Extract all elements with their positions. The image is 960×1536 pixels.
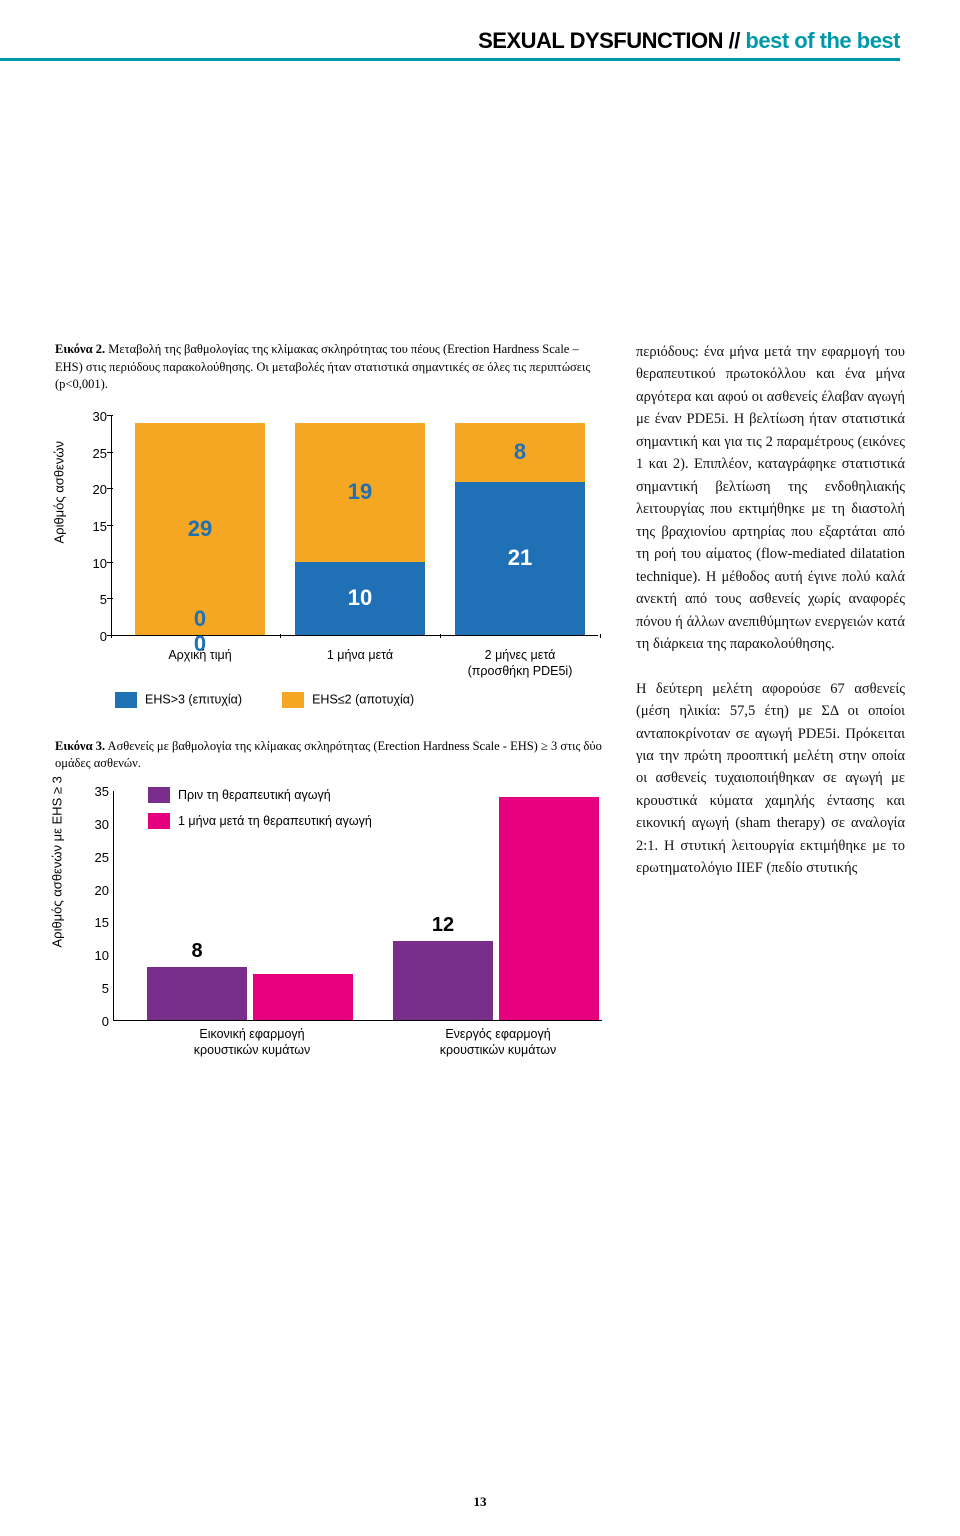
figure3-caption-bold: Εικόνα 3. [55, 739, 105, 753]
figure2-caption: Εικόνα 2. Μεταβολή της βαθμολογίας της κ… [55, 341, 608, 394]
figure2-caption-bold: Εικόνα 2. [55, 342, 105, 356]
chart1-bar-2: 8 21 [455, 423, 585, 635]
right-column: περιόδους: ένα μήνα μετά την εφαρμογή το… [636, 341, 905, 1065]
body-paragraph-2: Η δεύτερη μελέτη αφορούσε 67 ασθενείς (μ… [636, 678, 905, 880]
chart1-xlabel-0: Αρχική τιμή [135, 648, 265, 662]
chart2-val-1: 12 [393, 914, 493, 937]
page-number: 13 [0, 1494, 960, 1510]
chart2-xlabel-1: Ενεργός εφαρμογή κρουστικών κυμάτων [393, 1026, 603, 1059]
figure3-chart: Αριθμός ασθενών με EHS ≥ 3 0 5 10 15 20 … [63, 785, 608, 1065]
page-header: SEXUAL DYSFUNCTION // best of the best [0, 0, 960, 54]
chart1-ylabel: Αριθμός ασθενών [52, 441, 67, 544]
figure3-caption-text: Ασθενείς με βαθμολογία της κλίμακας σκλη… [55, 739, 602, 771]
legend-swatch-success [115, 692, 137, 708]
body-paragraph-1: περιόδους: ένα μήνα μετά την εφαρμογή το… [636, 341, 905, 656]
header-subtitle: best of the best [745, 28, 900, 53]
figure2-chart: Αριθμός ασθενών 0 5 10 15 20 25 30 29 0 [63, 406, 608, 686]
left-column: Εικόνα 2. Μεταβολή της βαθμολογίας της κ… [55, 341, 608, 1065]
chart1-legend: EHS>3 (επιτυχία) EHS≤2 (αποτυχία) [115, 692, 608, 708]
legend-swatch-before [148, 787, 170, 803]
chart2-bar-g1-b [499, 797, 599, 1020]
legend-swatch-after [148, 813, 170, 829]
chart1-xlabel2-2: (προσθήκη PDE5i) [455, 664, 585, 678]
legend-swatch-failure [282, 692, 304, 708]
figure3-caption: Εικόνα 3. Ασθενείς με βαθμολογία της κλί… [55, 738, 608, 773]
chart2-ylabel: Αριθμός ασθενών με EHS ≥ 3 [50, 776, 65, 947]
header-section: SEXUAL DYSFUNCTION // [478, 28, 745, 53]
chart1-bar0-bottomval: 0 [135, 606, 265, 632]
header-rule [0, 58, 900, 61]
chart2-bar-g0-a [147, 967, 247, 1020]
chart1-bar-1: 19 10 [295, 423, 425, 635]
chart2-bar-g0-b [253, 974, 353, 1020]
chart2-bar-g1-a [393, 941, 493, 1020]
chart2-legend: Πριν τη θεραπευτική αγωγή 1 μήνα μετά τη… [148, 787, 372, 839]
chart1-bar-0: 29 0 [135, 423, 265, 635]
chart2-xlabel-0: Εικονική εφαρμογή κρουστικών κυμάτων [147, 1026, 357, 1059]
figure2-caption-text: Μεταβολή της βαθμολογίας της κλίμακας σκ… [55, 342, 590, 391]
chart1-xlabel-1: 1 μήνα μετά [295, 648, 425, 662]
chart1-xlabel-2: 2 μήνες μετά [455, 648, 585, 662]
chart2-val-0: 8 [147, 940, 247, 963]
